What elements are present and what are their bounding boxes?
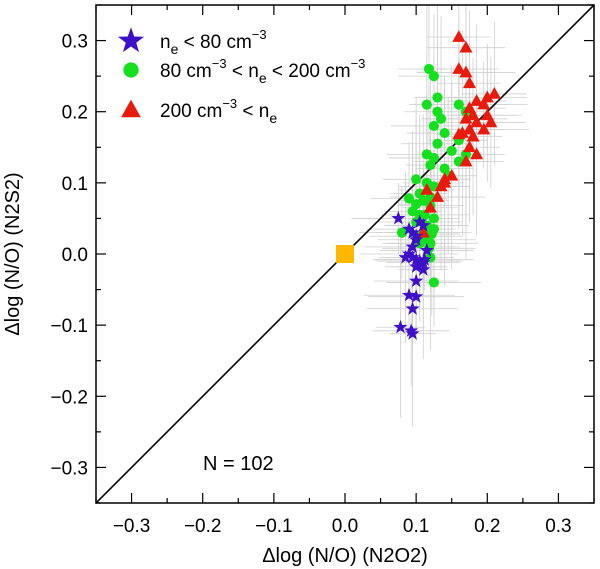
data-point-star <box>416 218 431 232</box>
data-point-triangle <box>470 94 484 106</box>
data-point-star <box>401 287 417 302</box>
data-point-triangle <box>459 65 473 78</box>
data-point-triangle <box>462 76 477 89</box>
data-point-circle <box>432 138 443 149</box>
data-point-triangle <box>484 115 498 128</box>
data-point-circle <box>453 99 464 110</box>
data-point-star <box>401 246 417 261</box>
data-point-star <box>419 242 434 257</box>
data-point-circle <box>439 127 450 139</box>
data-point-star <box>391 210 406 225</box>
y-axis-title: Δlog (N/O) (N2S2) <box>2 172 24 335</box>
data-point-triangle <box>430 190 445 202</box>
legend: ne < 80 cm−380 cm−3 < ne < 200 cm−3 200 c… <box>117 27 365 126</box>
data-point-circle <box>425 159 436 171</box>
data-point-circle <box>423 63 435 75</box>
data-point-triangle <box>487 87 501 99</box>
data-point-triangle <box>452 62 466 74</box>
data-point-star <box>398 250 413 264</box>
data-point-triangle <box>420 183 434 195</box>
x-tick-label: 0.3 <box>545 516 571 537</box>
data-point-triangle <box>452 30 466 42</box>
y-tick-label: 0.3 <box>62 32 88 53</box>
data-point-star <box>417 252 432 266</box>
axis-ticks: −0.3 −0.2 −0.1 0.0 0.1 0.2 0.3 −0.3 −0.2 −0.1 0.0 0… <box>50 4 595 537</box>
data-point-star <box>405 225 420 239</box>
data-point-circle <box>428 213 440 224</box>
y-tick-label: 0.2 <box>62 103 88 124</box>
data-point-star <box>412 214 427 229</box>
y-tick-label: 0.0 <box>62 245 88 266</box>
reference-point-layer <box>336 245 354 263</box>
data-point-triangle <box>462 140 477 153</box>
data-point-circle <box>411 174 422 185</box>
y-tick-label: −0.2 <box>50 387 88 408</box>
data-point-star <box>405 301 420 315</box>
error-bars <box>351 5 530 428</box>
data-point-circle <box>421 99 432 110</box>
data-point-triangle <box>477 122 491 135</box>
x-tick-label: −0.1 <box>255 516 293 537</box>
data-point-circle <box>428 277 440 288</box>
data-point-triangle <box>459 154 473 167</box>
legend-marker-triangle <box>121 99 141 118</box>
data-point-star <box>405 326 420 340</box>
data-point-triangle <box>470 115 484 128</box>
data-point-triangle <box>452 127 466 140</box>
legend-label: 200 cm−3 < ne <box>160 96 277 126</box>
data-point-star <box>405 250 420 264</box>
data-points <box>391 30 501 340</box>
data-point-triangle <box>438 175 452 188</box>
y-tick-label: 0.1 <box>62 174 88 195</box>
x-tick-label: 0.1 <box>403 516 429 537</box>
data-point-star <box>409 232 424 246</box>
plot-frame <box>95 4 595 504</box>
data-point-circle <box>435 113 447 124</box>
data-point-star <box>401 221 417 236</box>
legend-marker-circle <box>123 62 139 78</box>
x-tick-label: −0.3 <box>113 516 151 537</box>
data-point-triangle <box>459 111 473 124</box>
data-point-triangle <box>445 168 459 181</box>
x-tick-label: −0.2 <box>184 516 222 537</box>
data-point-circle <box>403 193 415 204</box>
x-tick-label: 0.0 <box>332 516 358 537</box>
legend-label: 80 cm−3 < ne < 200 cm−3 <box>160 56 365 86</box>
y-tick-label: −0.1 <box>50 316 88 337</box>
data-point-star <box>416 262 431 276</box>
data-point-circle <box>432 92 443 103</box>
data-point-circle <box>446 145 457 156</box>
data-point-circle <box>396 227 408 238</box>
n-annotation: N = 102 <box>203 453 274 475</box>
reference-point <box>336 245 354 263</box>
data-point-star <box>409 289 424 303</box>
data-point-star <box>393 319 408 334</box>
data-point-triangle <box>423 200 437 213</box>
data-point-triangle <box>477 97 491 110</box>
data-point-triangle <box>466 129 480 142</box>
data-point-star <box>404 323 419 337</box>
y-tick-label: −0.3 <box>50 458 88 479</box>
data-point-triangle <box>470 147 484 160</box>
data-point-star <box>409 259 424 273</box>
x-axis-title: Δlog (N/O) (N2O2) <box>262 545 428 567</box>
legend-label: ne < 80 cm−3 <box>160 27 267 57</box>
data-point-triangle <box>459 40 473 53</box>
legend-marker-star <box>117 27 145 53</box>
data-point-star <box>405 239 420 253</box>
data-point-circle <box>428 120 440 132</box>
x-tick-label: 0.2 <box>474 516 500 537</box>
data-point-star <box>409 273 424 288</box>
data-point-circle <box>428 71 440 82</box>
